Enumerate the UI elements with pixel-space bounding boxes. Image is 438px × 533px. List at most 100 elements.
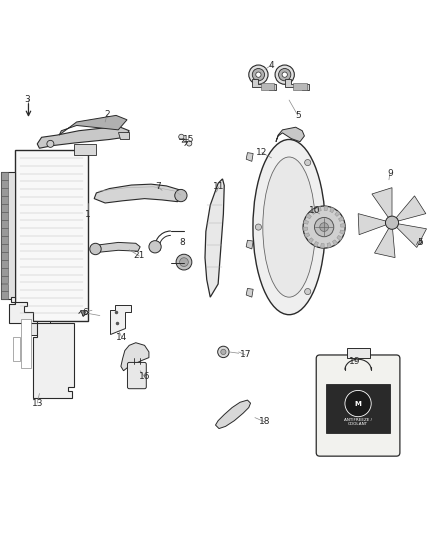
FancyBboxPatch shape: [316, 355, 400, 456]
Circle shape: [303, 206, 345, 248]
Polygon shape: [304, 233, 310, 238]
Circle shape: [282, 72, 287, 77]
Text: 14: 14: [116, 333, 127, 342]
Polygon shape: [311, 209, 316, 214]
Circle shape: [175, 189, 187, 201]
Text: 10: 10: [309, 206, 320, 215]
Polygon shape: [303, 227, 308, 231]
Polygon shape: [335, 211, 340, 216]
Polygon shape: [1, 204, 8, 212]
Text: M: M: [355, 401, 361, 407]
Polygon shape: [246, 152, 253, 161]
Circle shape: [320, 223, 328, 231]
Polygon shape: [1, 172, 15, 300]
Circle shape: [415, 238, 422, 245]
Polygon shape: [306, 214, 311, 219]
Polygon shape: [215, 400, 251, 429]
Circle shape: [252, 69, 265, 81]
Text: 19: 19: [349, 358, 360, 367]
Polygon shape: [1, 236, 8, 244]
Circle shape: [187, 141, 192, 146]
Text: 11: 11: [213, 182, 225, 191]
Text: 15: 15: [183, 135, 194, 144]
Circle shape: [255, 224, 261, 230]
Polygon shape: [1, 228, 8, 236]
Circle shape: [275, 65, 294, 84]
Polygon shape: [308, 238, 314, 243]
Text: 5: 5: [417, 238, 424, 247]
Text: 9: 9: [387, 169, 393, 178]
Polygon shape: [358, 214, 386, 235]
Polygon shape: [1, 196, 8, 204]
Polygon shape: [372, 188, 392, 217]
Text: 7: 7: [155, 182, 161, 191]
Polygon shape: [1, 244, 8, 252]
Polygon shape: [1, 172, 8, 180]
Polygon shape: [261, 83, 274, 90]
Polygon shape: [340, 223, 345, 227]
Polygon shape: [1, 252, 8, 260]
Polygon shape: [285, 79, 309, 91]
Circle shape: [180, 258, 188, 266]
Polygon shape: [94, 184, 184, 203]
Polygon shape: [276, 127, 304, 142]
Circle shape: [179, 134, 184, 140]
Circle shape: [90, 243, 101, 255]
Circle shape: [305, 288, 311, 295]
Text: 5: 5: [295, 111, 301, 120]
Circle shape: [221, 349, 226, 354]
Circle shape: [345, 390, 371, 417]
Text: 6: 6: [82, 308, 88, 317]
Polygon shape: [339, 216, 344, 221]
Polygon shape: [326, 384, 390, 433]
Polygon shape: [246, 240, 253, 249]
Polygon shape: [314, 241, 318, 247]
Polygon shape: [94, 243, 140, 253]
Polygon shape: [1, 188, 8, 196]
Polygon shape: [205, 179, 224, 297]
Text: 13: 13: [32, 399, 43, 408]
Polygon shape: [1, 292, 8, 300]
Polygon shape: [346, 348, 370, 359]
Polygon shape: [317, 206, 321, 212]
Polygon shape: [330, 207, 335, 213]
Polygon shape: [374, 228, 395, 257]
Circle shape: [385, 216, 399, 229]
Polygon shape: [304, 220, 308, 224]
Circle shape: [256, 72, 261, 77]
Polygon shape: [21, 319, 31, 368]
Circle shape: [176, 254, 192, 270]
Polygon shape: [1, 276, 8, 284]
Polygon shape: [13, 336, 20, 361]
Polygon shape: [340, 230, 345, 235]
Polygon shape: [324, 206, 328, 211]
Polygon shape: [327, 243, 331, 248]
Polygon shape: [1, 180, 8, 188]
Text: 4: 4: [269, 61, 274, 69]
Ellipse shape: [263, 157, 315, 297]
Polygon shape: [26, 321, 50, 335]
Polygon shape: [110, 305, 131, 334]
Polygon shape: [293, 83, 307, 90]
Text: 17: 17: [240, 351, 251, 359]
Polygon shape: [1, 220, 8, 228]
Polygon shape: [1, 212, 8, 220]
Polygon shape: [121, 343, 149, 371]
Text: 21: 21: [134, 252, 145, 261]
Text: 8: 8: [179, 238, 185, 247]
Polygon shape: [1, 284, 8, 292]
Text: 2: 2: [105, 110, 110, 118]
Circle shape: [249, 65, 268, 84]
FancyBboxPatch shape: [127, 362, 146, 389]
Text: 1: 1: [85, 211, 91, 219]
Circle shape: [149, 241, 161, 253]
Polygon shape: [397, 224, 427, 247]
Circle shape: [47, 140, 54, 147]
Polygon shape: [118, 132, 129, 140]
Polygon shape: [59, 115, 127, 135]
Polygon shape: [9, 297, 74, 398]
Polygon shape: [37, 126, 129, 148]
Circle shape: [305, 159, 311, 166]
Circle shape: [314, 217, 334, 237]
Polygon shape: [1, 268, 8, 276]
